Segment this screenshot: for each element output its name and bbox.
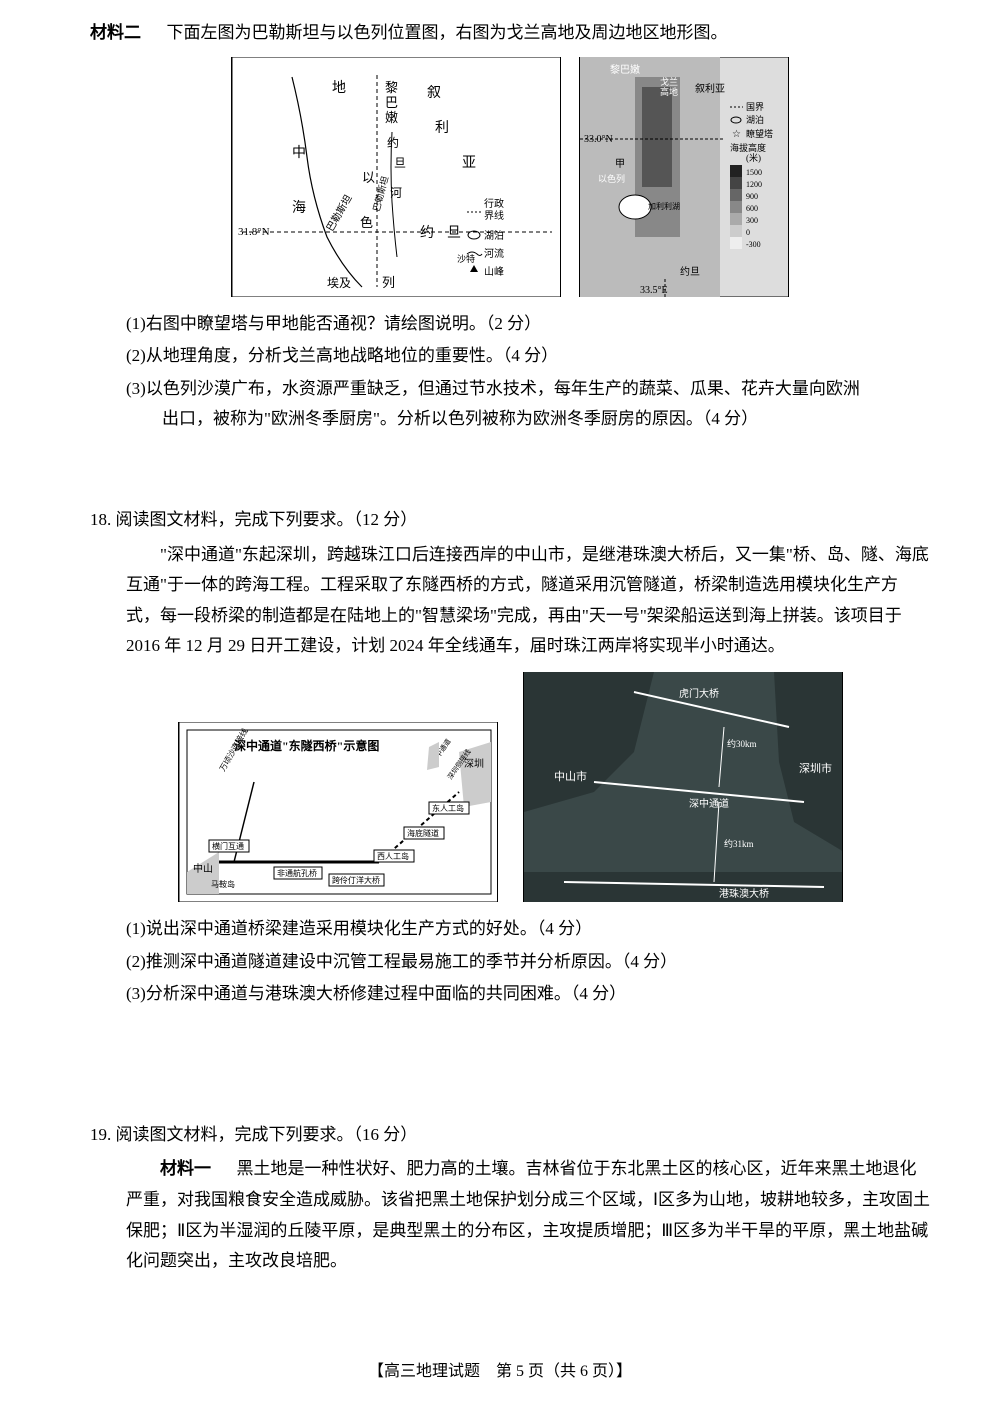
- svg-text:约30km: 约30km: [727, 738, 757, 749]
- svg-text:瞭望塔: 瞭望塔: [746, 128, 773, 139]
- figure-golan-heights-map: 黎巴嫩 戈兰 高地 叙利亚 33.0°N 甲 以色列 加利利湖 约旦 33.5°…: [579, 57, 789, 297]
- svg-text:(米): (米): [746, 152, 761, 163]
- svg-text:600: 600: [746, 204, 758, 213]
- q17-sub3: (3)以色列沙漠广布，水资源严重缺乏，但通过节水技术，每年生产的蔬菜、瓜果、花卉…: [90, 374, 930, 435]
- figure-palestine-israel-map: 31.8°N 地 中 海 黎 巴 嫩 叙 利 亚 约 以 色 列 河 约 旦 旦…: [231, 57, 561, 297]
- svg-text:沙特: 沙特: [457, 253, 475, 264]
- svg-text:地: 地: [332, 80, 346, 96]
- figure-row-1: 31.8°N 地 中 海 黎 巴 嫩 叙 利 亚 约 以 色 列 河 约 旦 旦…: [90, 57, 930, 297]
- svg-text:湖泊: 湖泊: [746, 115, 764, 125]
- svg-text:1200: 1200: [746, 180, 762, 189]
- svg-text:旦: 旦: [394, 156, 406, 170]
- svg-text:300: 300: [746, 216, 758, 225]
- svg-text:虎门大桥: 虎门大桥: [679, 687, 719, 700]
- material-2-label: 材料二: [90, 23, 141, 42]
- svg-text:900: 900: [746, 192, 758, 201]
- svg-text:加利利湖: 加利利湖: [648, 201, 680, 211]
- svg-text:亚: 亚: [462, 156, 476, 171]
- svg-text:黎巴嫩: 黎巴嫩: [610, 63, 640, 76]
- svg-text:港珠澳大桥: 港珠澳大桥: [719, 887, 769, 900]
- svg-text:深中通道"东隧西桥"示意图: 深中通道"东隧西桥"示意图: [234, 738, 379, 753]
- svg-text:33.0°N: 33.0°N: [584, 134, 613, 145]
- svg-text:以色列: 以色列: [598, 173, 625, 184]
- q17-sub1: (1)右图中瞭望塔与甲地能否通视？请绘图说明。（2 分）: [90, 309, 930, 340]
- svg-text:1500: 1500: [746, 168, 762, 177]
- svg-text:河流: 河流: [484, 247, 504, 260]
- svg-text:约: 约: [420, 225, 434, 241]
- q18-sub3: (3)分析深中通道与港珠澳大桥修建过程中面临的共同困难。（4 分）: [90, 979, 930, 1010]
- svg-text:马鞍岛: 马鞍岛: [211, 879, 235, 889]
- svg-text:利: 利: [435, 120, 449, 136]
- svg-text:色: 色: [360, 215, 373, 230]
- svg-text:海底隧道: 海底隧道: [407, 828, 439, 838]
- svg-text:列: 列: [382, 275, 395, 290]
- q18-title: 18. 阅读图文材料，完成下列要求。（12 分）: [90, 505, 930, 536]
- figure-shenzhong-satellite: 虎门大桥 深中通道 港珠澳大桥 约30km 约31km 中山市 深圳市: [523, 672, 843, 902]
- svg-text:巴: 巴: [385, 95, 398, 110]
- page-footer: 【高三地理试题 第 5 页（共 6 页）】: [0, 1358, 1000, 1387]
- q17-sub3-line1: (3)以色列沙漠广布，水资源严重缺乏，但通过节水技术，每年生产的蔬菜、瓜果、花卉…: [126, 374, 930, 405]
- svg-text:跨伶仃洋大桥: 跨伶仃洋大桥: [332, 875, 380, 885]
- q17-sub3-line2: 出口，被称为"欧洲冬季厨房"。分析以色列被称为欧洲冬季厨房的原因。（4 分）: [126, 404, 930, 435]
- material-2-line: 材料二 下面左图为巴勒斯坦与以色列位置图，右图为戈兰高地及周边地区地形图。: [90, 18, 930, 49]
- svg-text:旦: 旦: [447, 226, 461, 241]
- svg-text:叙: 叙: [427, 84, 441, 101]
- svg-text:甲: 甲: [615, 159, 625, 170]
- svg-text:约旦: 约旦: [680, 265, 700, 278]
- q18-sub2: (2)推测深中通道隧道建设中沉管工程最易施工的季节并分析原因。（4 分）: [90, 947, 930, 978]
- svg-text:0: 0: [746, 228, 750, 237]
- svg-text:横门互通: 横门互通: [212, 841, 244, 851]
- question-19: 19. 阅读图文材料，完成下列要求。（16 分） 材料一 黑土地是一种性状好、肥…: [90, 1120, 930, 1277]
- q18-passage: "深中通道"东起深圳，跨越珠江口后连接西岸的中山市，是继港珠澳大桥后，又一集"桥…: [90, 540, 930, 662]
- svg-text:约: 约: [387, 135, 399, 150]
- svg-text:叙利亚: 叙利亚: [695, 82, 725, 95]
- svg-text:深中通道: 深中通道: [689, 797, 729, 810]
- svg-text:非通航孔桥: 非通航孔桥: [277, 868, 317, 878]
- q19-material: 材料一 黑土地是一种性状好、肥力高的土壤。吉林省位于东北黑土区的核心区，近年来黑…: [90, 1154, 930, 1276]
- svg-text:戈兰: 戈兰: [660, 76, 678, 87]
- svg-text:国界: 国界: [746, 102, 764, 112]
- q18-sub1: (1)说出深中通道桥梁建造采用模块化生产方式的好处。（4 分）: [90, 914, 930, 945]
- svg-text:-300: -300: [746, 240, 761, 249]
- material-2-text: 下面左图为巴勒斯坦与以色列位置图，右图为戈兰高地及周边地区地形图。: [167, 23, 728, 42]
- q17-sub2: (2)从地理角度，分析戈兰高地战略地位的重要性。（4 分）: [90, 341, 930, 372]
- svg-text:中山市: 中山市: [554, 769, 587, 783]
- svg-text:深圳市: 深圳市: [799, 761, 832, 775]
- figure-row-2: 深中通道"东隧西桥"示意图 中山 马鞍岛 深圳 万顷沙连接线 横门互通 非通航孔…: [90, 672, 930, 902]
- q18-passage-text: "深中通道"东起深圳，跨越珠江口后连接西岸的中山市，是继港珠澳大桥后，又一集"桥…: [126, 540, 930, 662]
- svg-text:黎: 黎: [385, 80, 398, 95]
- svg-text:海: 海: [292, 200, 306, 216]
- svg-text:约31km: 约31km: [724, 838, 754, 849]
- q19-material-para: 材料一 黑土地是一种性状好、肥力高的土壤。吉林省位于东北黑土区的核心区，近年来黑…: [126, 1154, 930, 1276]
- svg-text:行政: 行政: [484, 197, 504, 210]
- svg-text:中: 中: [292, 145, 306, 161]
- q19-material-text: 黑土地是一种性状好、肥力高的土壤。吉林省位于东北黑土区的核心区，近年来黑土地退化…: [126, 1159, 930, 1270]
- svg-text:33.5°E: 33.5°E: [640, 285, 668, 296]
- svg-text:西人工岛: 西人工岛: [377, 851, 409, 861]
- q19-title: 19. 阅读图文材料，完成下列要求。（16 分）: [90, 1120, 930, 1151]
- svg-text:海拔高度: 海拔高度: [730, 142, 766, 153]
- svg-text:☆: ☆: [732, 129, 741, 140]
- svg-text:嫩: 嫩: [385, 110, 398, 125]
- figure-shenzhong-schematic: 深中通道"东隧西桥"示意图 中山 马鞍岛 深圳 万顷沙连接线 横门互通 非通航孔…: [178, 722, 498, 902]
- q19-material-label: 材料一: [160, 1159, 211, 1178]
- svg-text:中山: 中山: [193, 862, 213, 875]
- svg-text:高地: 高地: [660, 86, 678, 97]
- question-18: 18. 阅读图文材料，完成下列要求。（12 分） "深中通道"东起深圳，跨越珠江…: [90, 505, 930, 1010]
- svg-text:山峰: 山峰: [484, 266, 504, 278]
- svg-text:湖泊: 湖泊: [484, 230, 504, 242]
- svg-text:31.8°N: 31.8°N: [238, 226, 270, 238]
- svg-text:埃及: 埃及: [327, 276, 351, 290]
- svg-text:东人工岛: 东人工岛: [432, 803, 464, 813]
- svg-text:以: 以: [362, 170, 375, 185]
- svg-text:界线: 界线: [484, 209, 504, 222]
